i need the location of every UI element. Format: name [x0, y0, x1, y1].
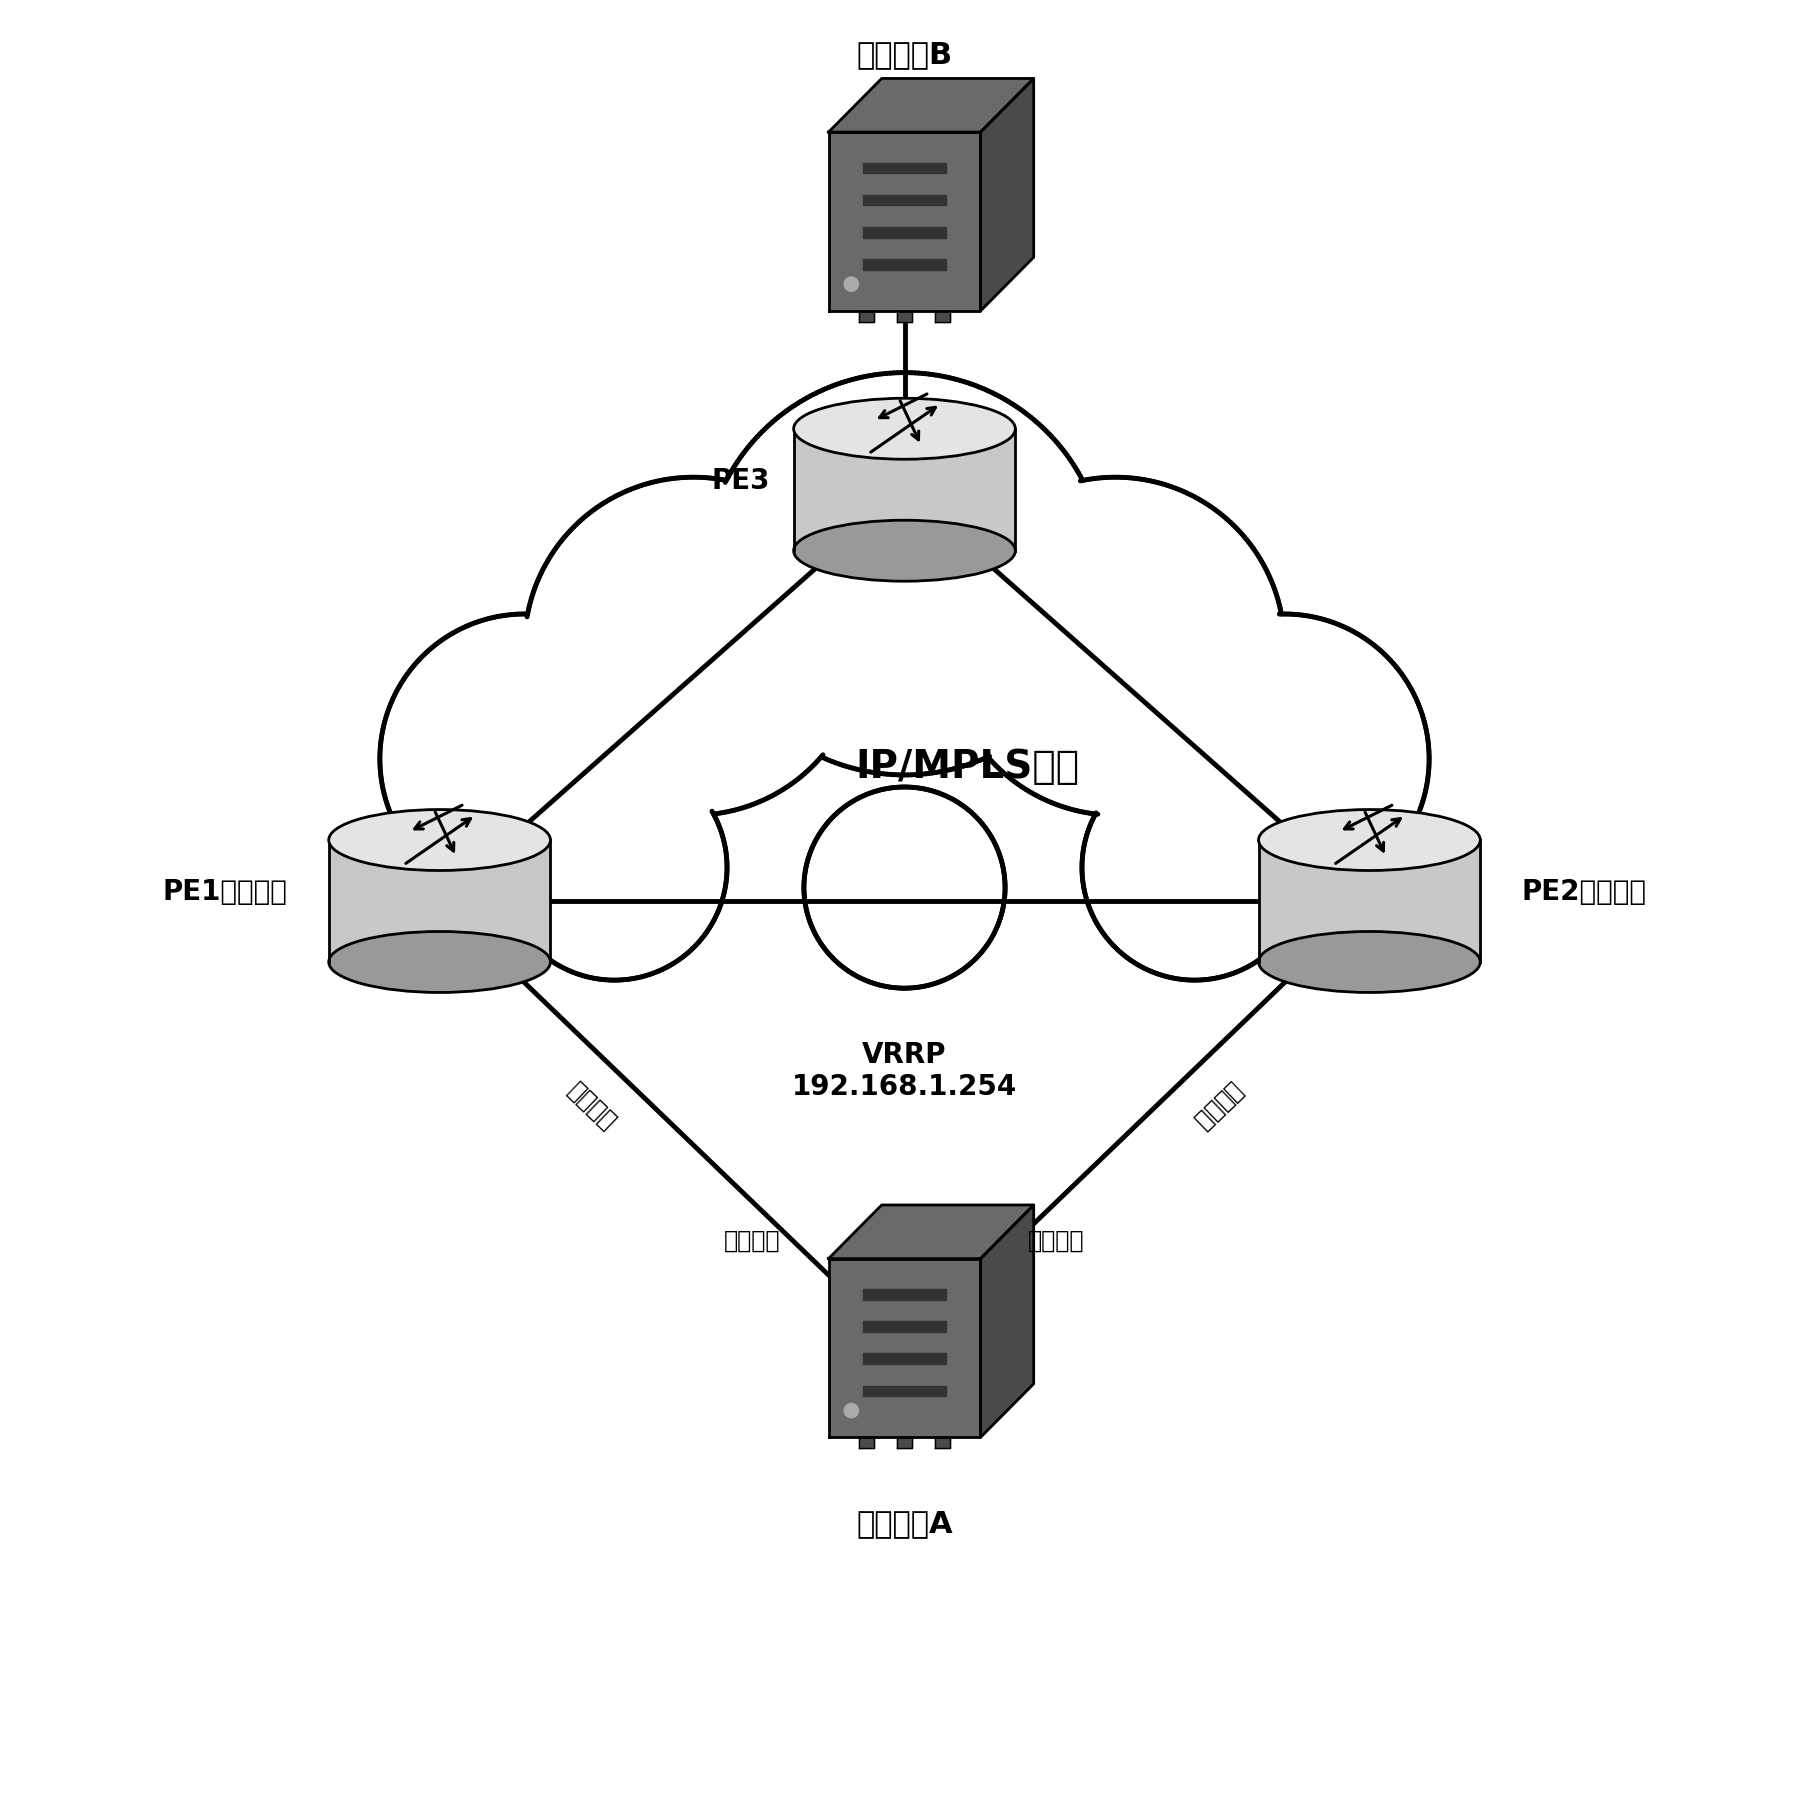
Circle shape	[525, 478, 863, 815]
Text: PE1（主控）: PE1（主控）	[163, 878, 288, 906]
Circle shape	[845, 1404, 859, 1418]
Circle shape	[1082, 755, 1308, 980]
Bar	[863, 162, 946, 173]
Text: 媒体网关A: 媒体网关A	[856, 1508, 953, 1537]
Ellipse shape	[1259, 809, 1480, 870]
Bar	[897, 1438, 912, 1449]
Text: 媒体网关B: 媒体网关B	[856, 40, 953, 70]
Circle shape	[380, 614, 669, 903]
Text: VRRP
192.168.1.254: VRRP 192.168.1.254	[792, 1042, 1017, 1101]
Ellipse shape	[329, 932, 550, 993]
Bar	[859, 312, 874, 321]
Polygon shape	[829, 1258, 980, 1438]
Text: PE3: PE3	[713, 467, 771, 496]
Polygon shape	[829, 1206, 1033, 1258]
Bar	[329, 840, 550, 962]
Text: 主用链路: 主用链路	[563, 1078, 620, 1135]
Bar	[863, 1386, 946, 1397]
Circle shape	[501, 755, 727, 980]
Bar	[859, 1438, 874, 1449]
Circle shape	[946, 478, 1284, 815]
Bar	[935, 1438, 950, 1449]
Circle shape	[803, 787, 1006, 987]
Bar	[1259, 840, 1480, 962]
Polygon shape	[980, 79, 1033, 312]
Text: 备用接口: 备用接口	[1028, 1229, 1085, 1252]
Polygon shape	[980, 1206, 1033, 1438]
Circle shape	[845, 278, 859, 292]
Text: 主用接口: 主用接口	[724, 1229, 781, 1252]
Bar	[863, 1321, 946, 1332]
Ellipse shape	[329, 809, 550, 870]
Text: IP/MPLS网络: IP/MPLS网络	[856, 748, 1080, 786]
Bar	[863, 259, 946, 270]
Bar	[863, 1288, 946, 1299]
Ellipse shape	[1259, 932, 1480, 993]
Ellipse shape	[794, 398, 1015, 460]
Polygon shape	[829, 79, 1033, 132]
Bar	[794, 429, 1015, 551]
Polygon shape	[829, 132, 980, 312]
Bar	[863, 195, 946, 205]
Bar	[863, 227, 946, 238]
Bar	[935, 312, 950, 321]
Circle shape	[704, 373, 1105, 775]
Circle shape	[1140, 614, 1429, 903]
Text: 备用链路: 备用链路	[1189, 1078, 1246, 1135]
Bar	[863, 1353, 946, 1364]
Ellipse shape	[794, 521, 1015, 582]
Bar	[897, 312, 912, 321]
Text: PE2（备用）: PE2（备用）	[1521, 878, 1646, 906]
